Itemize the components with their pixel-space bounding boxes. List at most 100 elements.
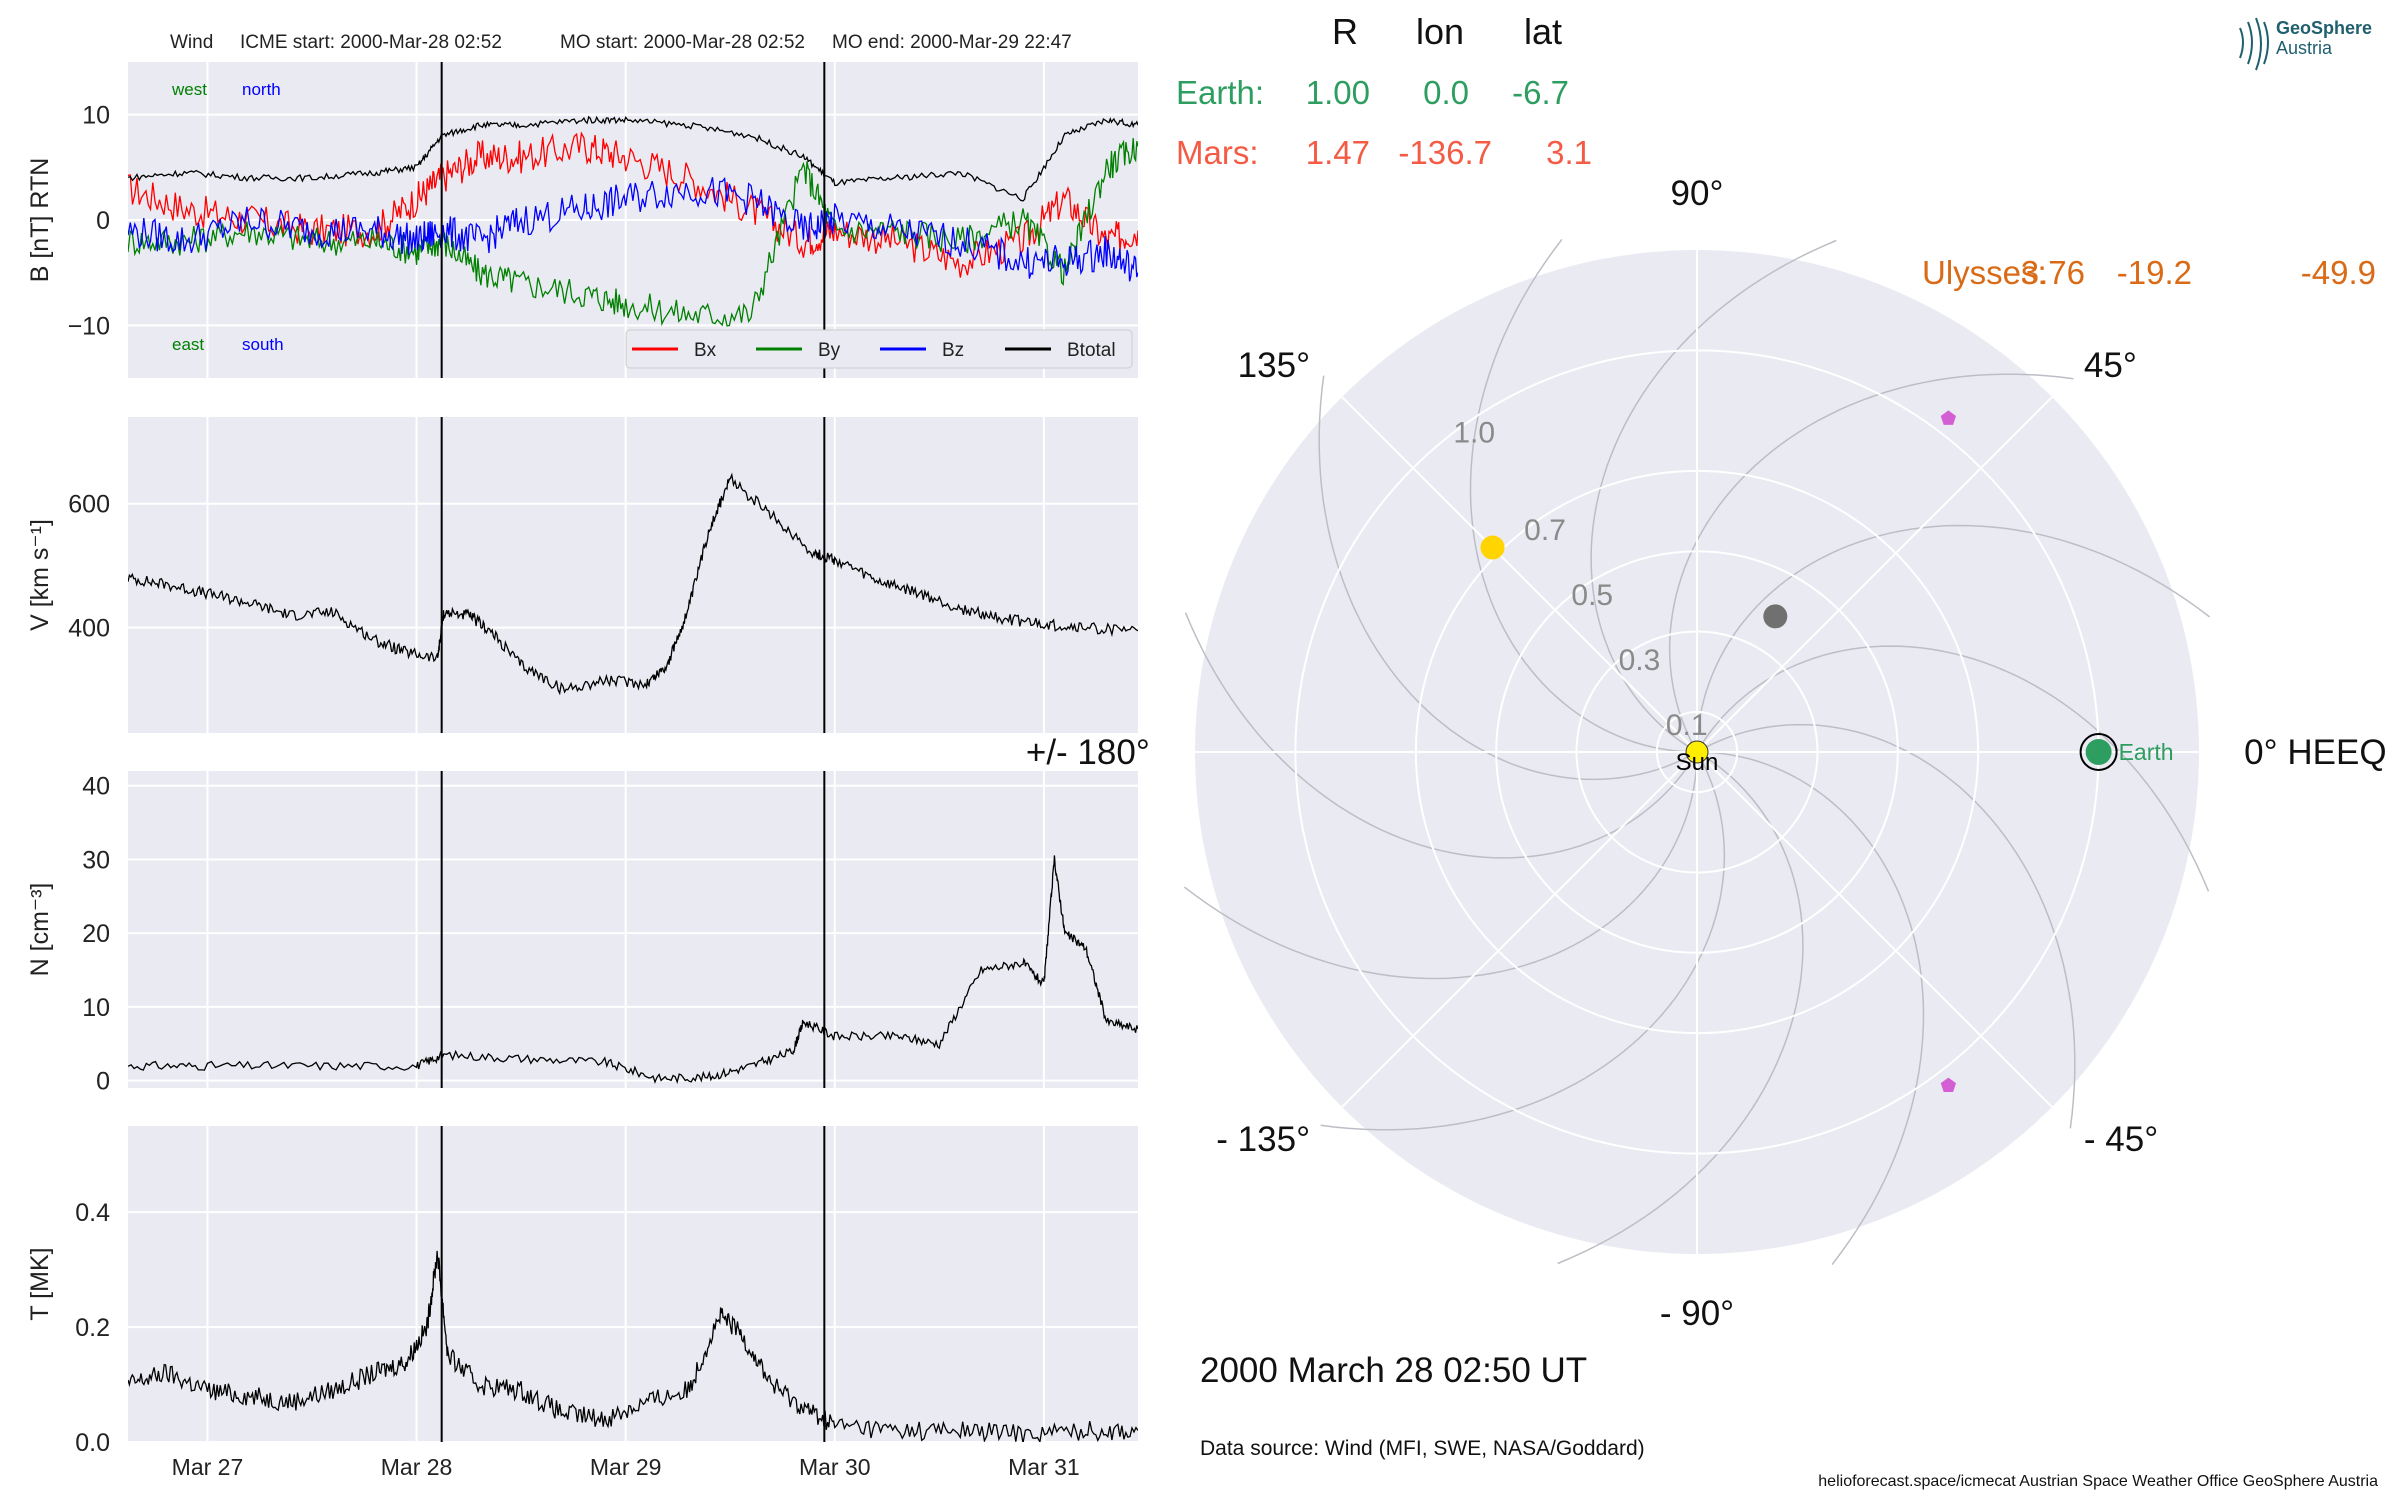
legend-label: By — [818, 340, 841, 361]
x-tick-label: Mar 28 — [381, 1454, 453, 1480]
radial-tick-label: 0.7 — [1524, 514, 1566, 547]
col-header-lon: lon — [1416, 11, 1464, 52]
earth-r: 1.00 — [1306, 74, 1370, 111]
parker-spirals — [1183, 238, 2211, 1266]
time-series-panels: 10 0 −10 B [nT] RTN 600 400 V [km s⁻¹] 40 30 20 10… — [26, 62, 1138, 1480]
y-axis-label: T [MK] — [26, 1247, 54, 1320]
mo-start-label: MO start: 2000-Mar-28 02:52 — [560, 32, 805, 53]
credits-label: helioforecast.space/icmecat Austrian Spa… — [1818, 1473, 2378, 1490]
spiral-line — [1183, 751, 1698, 980]
geosphere-logo: GeoSphere Austria — [2239, 17, 2372, 71]
legend-label: Bz — [942, 340, 964, 361]
series-group — [128, 115, 1138, 327]
spiral-line — [1184, 612, 1698, 859]
angle-label: +/- 180° — [1026, 733, 1150, 772]
y-axis-label: B [nT] RTN — [26, 158, 54, 283]
panel-density: 40 30 20 10 0 N [cm⁻³] — [26, 771, 1138, 1096]
probe-marker-1 — [1940, 410, 1956, 425]
probe-marker-2 — [1940, 1077, 1956, 1092]
x-tick-label: Mar 29 — [590, 1454, 662, 1480]
mercury-marker — [1763, 604, 1788, 629]
y-tick-label: 10 — [82, 102, 110, 130]
panel-magnetic-field: 10 0 −10 B [nT] RTN — [26, 62, 1138, 378]
radial-tick-label: 0.1 — [1666, 709, 1708, 742]
earth-lon: 0.0 — [1423, 74, 1469, 111]
legend: Bx By Bz Btotal — [625, 329, 1133, 369]
y-axis-label: N [cm⁻³] — [26, 883, 54, 977]
position-table: R lon lat Earth: 1.00 0.0 -6.7 Mars: 1.4… — [1176, 11, 2376, 291]
angle-label: - 90° — [1660, 1294, 1734, 1333]
annotation-north: north — [242, 80, 281, 99]
annotation-west: west — [171, 80, 207, 99]
ulysses-r: 3.76 — [2021, 254, 2085, 291]
y-tick-label: 0.2 — [75, 1314, 110, 1342]
series-line-n — [128, 855, 1138, 1084]
series-line-bz — [128, 176, 1138, 282]
mars-name: Mars: — [1176, 134, 1259, 171]
earth-marker — [2085, 739, 2112, 765]
earth-lat: -6.7 — [1512, 74, 1569, 111]
panel-background — [128, 1126, 1138, 1442]
x-tick-label: Mar 31 — [1008, 1454, 1080, 1480]
y-tick-label: 40 — [82, 773, 110, 801]
radial-ring — [1495, 550, 1899, 954]
angle-label: - 135° — [1216, 1120, 1310, 1159]
data-source-label: Data source: Wind (MFI, SWE, NASA/Goddar… — [1200, 1437, 1645, 1460]
mars-lat: 3.1 — [1546, 134, 1592, 171]
y-tick-label: 10 — [82, 994, 110, 1022]
y-tick-label: −10 — [68, 312, 110, 340]
series-line-by — [128, 138, 1138, 327]
ulysses-lon: -19.2 — [2117, 254, 2192, 291]
panel-background — [128, 417, 1138, 733]
radial-gridline — [1696, 751, 2053, 1108]
panel-background — [128, 771, 1138, 1088]
spiral-line — [1696, 751, 1925, 1266]
radial-tick-label: 0.5 — [1571, 579, 1613, 612]
legend-box — [625, 329, 1133, 369]
ulysses-row: Ulysses: 3.76 -19.2 -49.9 — [1922, 254, 2376, 291]
y-tick-label: 0 — [96, 1068, 110, 1096]
series-group — [128, 1250, 1138, 1442]
y-tick-label: 0.0 — [75, 1429, 110, 1457]
geosphere-logo-icon — [2239, 17, 2269, 71]
y-tick-label: 0 — [96, 207, 110, 235]
earth-ring — [2079, 733, 2118, 771]
icme-start-label: ICME start: 2000-Mar-28 02:52 — [240, 32, 502, 53]
spacecraft-label: Wind — [170, 32, 213, 53]
spiral-line — [1668, 373, 2074, 753]
radial-ring — [1575, 630, 1819, 874]
angle-label: - 45° — [2084, 1120, 2158, 1159]
legend-label: Bx — [694, 340, 717, 361]
annotation-east: east — [172, 335, 204, 354]
sun-label: Sun — [1676, 749, 1719, 776]
spiral-line — [1590, 239, 1837, 753]
series-group — [128, 855, 1138, 1084]
spiral-line — [1320, 751, 1726, 1131]
panel-speed: 600 400 V [km s⁻¹] — [26, 417, 1138, 733]
panel-temperature: 0.4 0.2 0.0 T [MK] — [26, 1126, 1138, 1457]
legend-label: Btotal — [1067, 340, 1116, 361]
spiral-line — [1469, 238, 1698, 753]
mars-lon: -136.7 — [1398, 134, 1492, 171]
y-tick-label: 20 — [82, 920, 110, 948]
spiral-line — [1696, 645, 2210, 892]
series-line-btotal — [128, 115, 1138, 202]
polar-position-plot: 1.0 0.70.50.30.1 90° 45° 0° HEEQ - 45° - 90° - … — [1026, 174, 2387, 1333]
earth-row: Earth: 1.00 0.0 -6.7 — [1176, 74, 1569, 111]
y-tick-label: 400 — [68, 615, 110, 643]
angle-label: 0° HEEQ — [2244, 733, 2386, 772]
radial-ring — [1655, 710, 1739, 794]
logo-name: GeoSphere — [2276, 18, 2372, 38]
date-label: 2000 March 28 02:50 UT — [1200, 1351, 1587, 1390]
spiral-line — [1318, 375, 1698, 781]
x-tick-label: Mar 30 — [799, 1454, 871, 1480]
radial-ring — [1414, 469, 1980, 1035]
series-line-v — [128, 472, 1138, 696]
venus-marker — [1480, 535, 1505, 560]
series-group — [128, 472, 1138, 696]
series-line-t — [128, 1250, 1138, 1442]
y-tick-label: 30 — [82, 846, 110, 874]
angle-label: 135° — [1238, 346, 1310, 385]
earth-label: Earth — [2119, 739, 2174, 765]
y-tick-label: 0.4 — [75, 1199, 110, 1227]
